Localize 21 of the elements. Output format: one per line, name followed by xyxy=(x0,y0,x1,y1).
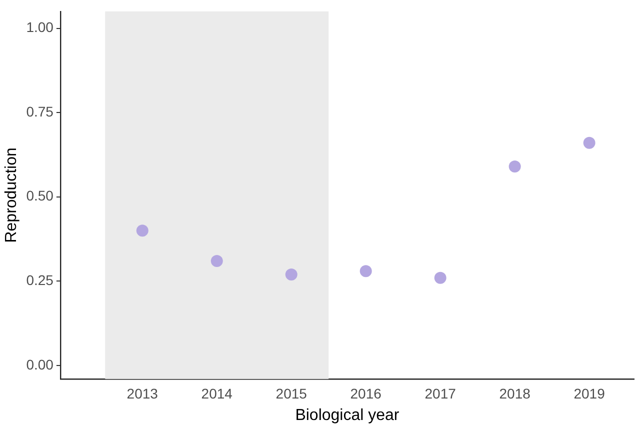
x-tick-label: 2018 xyxy=(499,385,531,402)
y-axis-title: Reproduction xyxy=(3,148,20,243)
y-tick-label: 0.75 xyxy=(26,103,54,120)
x-tick-label: 2019 xyxy=(574,385,606,402)
point xyxy=(583,136,596,149)
y-tick-label: 0.50 xyxy=(26,188,54,204)
x-tick-label: 2014 xyxy=(201,385,233,402)
x-tick-label: 2017 xyxy=(424,385,456,402)
y-tick-label: 0.00 xyxy=(26,356,54,372)
y-tick-label: 1.00 xyxy=(26,19,54,36)
y-tick-label: 0.25 xyxy=(26,272,54,288)
point xyxy=(508,160,521,173)
point xyxy=(210,254,223,267)
x-tick-label: 2013 xyxy=(126,385,158,402)
point xyxy=(285,268,298,280)
point xyxy=(136,224,148,237)
point xyxy=(360,265,372,278)
x-axis-title: Biological year xyxy=(295,406,400,424)
x-tick-label: 2015 xyxy=(276,385,308,402)
point xyxy=(434,272,446,284)
x-tick-label: 2016 xyxy=(350,385,382,402)
